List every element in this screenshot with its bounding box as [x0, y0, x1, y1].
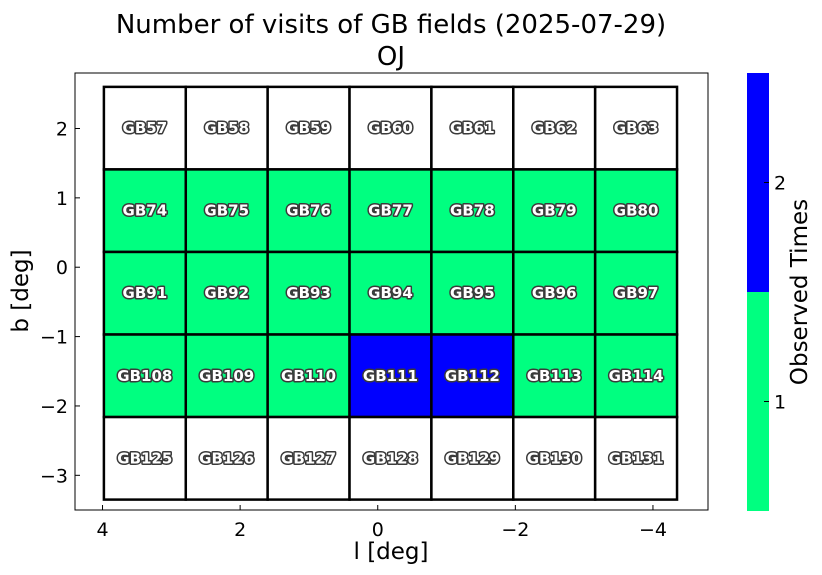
field-cell	[512, 250, 597, 336]
field-label: GB110	[281, 367, 336, 385]
field-label: GB77	[368, 202, 413, 220]
y-tick-label: −2	[40, 396, 68, 418]
field-label: GB114	[609, 367, 664, 385]
field-label: GB128	[363, 449, 418, 467]
y-axis-label: b [deg]	[8, 249, 34, 332]
colorbar-label: Observed Times	[787, 199, 813, 385]
field-cell	[184, 250, 269, 336]
field-cell	[430, 168, 515, 254]
field-label: GB126	[199, 449, 254, 467]
field-label: GB57	[123, 119, 168, 137]
y-axis-ticks: 2 1 0 −1 −2 −3	[40, 118, 80, 487]
x-tick-label: 4	[96, 519, 108, 541]
field-cell	[512, 415, 597, 501]
field-label: GB80	[614, 202, 659, 220]
field-label: GB95	[450, 284, 495, 302]
field-label: GB60	[368, 119, 413, 137]
field-cell	[102, 333, 188, 419]
colorbar-segment	[747, 292, 769, 511]
field-cell	[266, 250, 351, 336]
field-label: GB108	[117, 367, 172, 385]
field-cell	[512, 333, 597, 419]
x-axis-label: l [deg]	[354, 539, 429, 565]
x-axis-ticks: 4 2 0 −2 −4	[96, 505, 667, 541]
colorbar-segment	[747, 73, 769, 292]
field-cell	[512, 85, 597, 171]
field-label: GB91	[123, 284, 168, 302]
field-label: GB78	[450, 202, 495, 220]
field-label: GB111	[363, 367, 418, 385]
field-labels: GB57 GB58 GB59 GB60 GB61 GB62 GB63 GB74 GB75 GB76…	[116, 118, 665, 469]
plot-frame	[74, 72, 709, 511]
y-tick-label: −3	[40, 465, 68, 487]
chart-title: Number of visits of GB fields (2025-07-2…	[116, 10, 666, 40]
colorbar-tick-label: 1	[774, 392, 786, 414]
x-tick-label: −2	[501, 519, 529, 541]
field-label: GB130	[527, 449, 582, 467]
field-label: GB79	[532, 202, 577, 220]
field-cell	[593, 168, 679, 254]
field-cell	[102, 168, 188, 254]
y-tick-label: 2	[56, 118, 68, 140]
field-label: GB76	[286, 202, 331, 220]
field-label: GB131	[609, 449, 664, 467]
field-label: GB75	[204, 202, 249, 220]
field-label: GB58	[204, 119, 249, 137]
field-cell	[266, 415, 351, 501]
colorbar	[747, 73, 769, 511]
field-cell	[430, 250, 515, 336]
field-label: GB127	[281, 449, 336, 467]
field-label: GB74	[123, 202, 168, 220]
field-cell	[593, 250, 679, 336]
field-label: GB92	[204, 284, 249, 302]
field-cell	[184, 333, 269, 419]
x-tick-label: −4	[639, 519, 667, 541]
field-label: GB63	[614, 119, 659, 137]
y-tick-label: 0	[56, 257, 68, 279]
field-grid	[102, 85, 679, 501]
field-label: GB61	[450, 119, 495, 137]
field-cell	[266, 168, 351, 254]
y-tick-label: −1	[40, 327, 68, 349]
field-label: GB62	[532, 119, 577, 137]
field-label: GB93	[286, 284, 331, 302]
field-label: GB113	[527, 367, 582, 385]
field-label: GB112	[445, 367, 500, 385]
field-cell	[593, 415, 679, 501]
field-cell	[102, 85, 188, 171]
field-cell	[184, 85, 269, 171]
field-label: GB109	[199, 367, 254, 385]
x-tick-label: 2	[234, 519, 246, 541]
field-label: GB125	[117, 449, 172, 467]
field-label: GB129	[445, 449, 500, 467]
x-tick-label: 0	[372, 519, 384, 541]
colorbar-ticks: 12	[764, 173, 786, 414]
field-label: GB94	[368, 284, 413, 302]
colorbar-tick-label: 2	[774, 173, 786, 195]
chart-subtitle: OJ	[377, 42, 405, 72]
field-label: GB59	[286, 119, 331, 137]
field-label: GB97	[614, 284, 659, 302]
y-tick-label: 1	[56, 188, 68, 210]
field-label: GB96	[532, 284, 577, 302]
field-cell	[102, 415, 188, 501]
